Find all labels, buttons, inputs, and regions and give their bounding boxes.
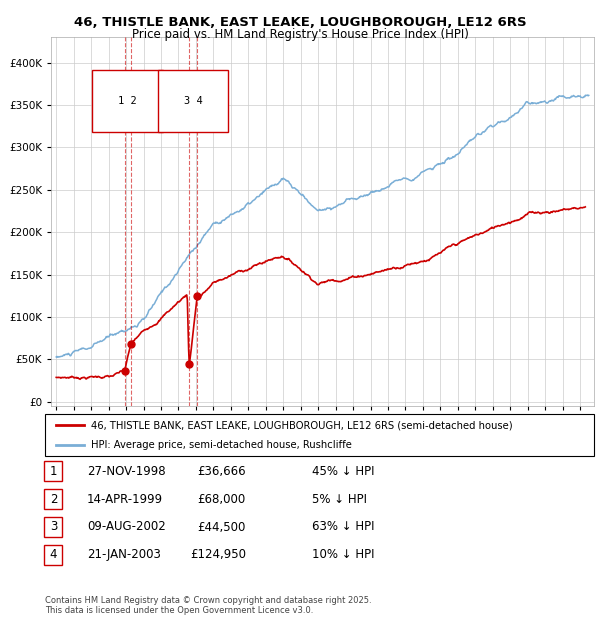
Text: £44,500: £44,500 [197, 521, 246, 533]
Text: 5% ↓ HPI: 5% ↓ HPI [312, 493, 367, 505]
Text: 46, THISTLE BANK, EAST LEAKE, LOUGHBOROUGH, LE12 6RS (semi-detached house): 46, THISTLE BANK, EAST LEAKE, LOUGHBOROU… [91, 420, 513, 430]
Text: HPI: Average price, semi-detached house, Rushcliffe: HPI: Average price, semi-detached house,… [91, 440, 352, 450]
Text: 09-AUG-2002: 09-AUG-2002 [87, 521, 166, 533]
Text: £68,000: £68,000 [198, 493, 246, 505]
Text: 1: 1 [50, 465, 57, 477]
Text: 27-NOV-1998: 27-NOV-1998 [87, 465, 166, 477]
Text: 3 4: 3 4 [184, 96, 202, 106]
Text: 1 2: 1 2 [118, 96, 137, 106]
Text: £36,666: £36,666 [197, 465, 246, 477]
Text: 63% ↓ HPI: 63% ↓ HPI [312, 521, 374, 533]
Text: 4: 4 [50, 549, 57, 561]
Text: Price paid vs. HM Land Registry's House Price Index (HPI): Price paid vs. HM Land Registry's House … [131, 28, 469, 41]
Text: £124,950: £124,950 [190, 549, 246, 561]
Text: 14-APR-1999: 14-APR-1999 [87, 493, 163, 505]
Text: 46, THISTLE BANK, EAST LEAKE, LOUGHBOROUGH, LE12 6RS: 46, THISTLE BANK, EAST LEAKE, LOUGHBOROU… [74, 16, 526, 29]
Text: 3: 3 [50, 521, 57, 533]
Text: Contains HM Land Registry data © Crown copyright and database right 2025.
This d: Contains HM Land Registry data © Crown c… [45, 596, 371, 615]
Text: 2: 2 [50, 493, 57, 505]
Text: 45% ↓ HPI: 45% ↓ HPI [312, 465, 374, 477]
Text: 10% ↓ HPI: 10% ↓ HPI [312, 549, 374, 561]
Text: 21-JAN-2003: 21-JAN-2003 [87, 549, 161, 561]
